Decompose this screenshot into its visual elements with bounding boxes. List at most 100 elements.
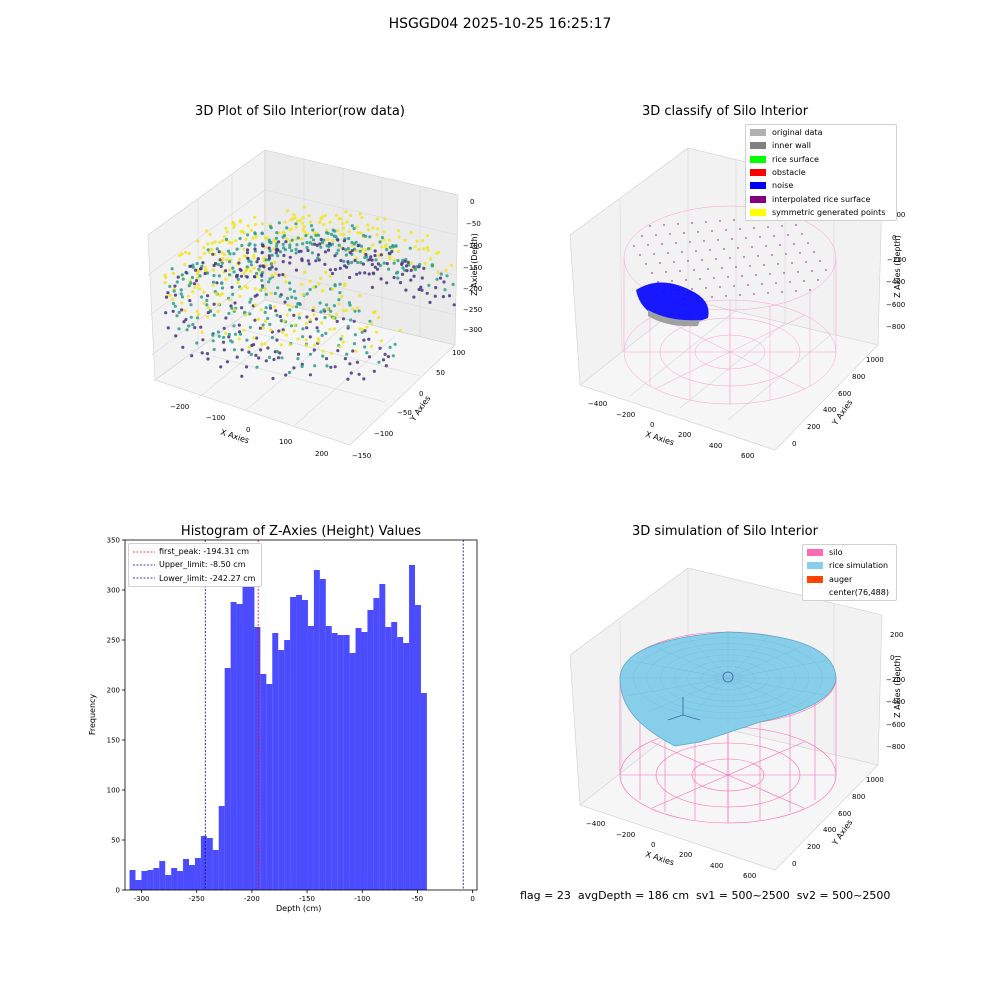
scatter-point (281, 273, 285, 277)
scatter-point (337, 217, 341, 221)
scatter-point (224, 331, 228, 335)
legend-swatch (750, 169, 766, 177)
scatter-point (248, 325, 252, 329)
scatter-point (310, 242, 314, 246)
histogram-bar (153, 868, 160, 890)
legend-entry: symmetric generated points (746, 206, 896, 219)
scatter-point (404, 288, 408, 292)
interpolated-point (805, 261, 807, 263)
scatter-point (316, 337, 320, 341)
raw-ytick: −150 (352, 452, 372, 460)
scatter-point (284, 373, 288, 377)
scatter-point (234, 239, 238, 243)
scatter-point (184, 270, 188, 274)
scatter-point (267, 254, 271, 258)
scatter-point (224, 237, 229, 241)
scatter-point (249, 263, 253, 267)
scatter-point (289, 324, 294, 328)
scatter-point (322, 308, 326, 312)
scatter-point (248, 312, 252, 316)
scatter-point (385, 248, 389, 252)
scatter-point (277, 273, 281, 277)
classify-xtick: 0 (650, 421, 655, 429)
interpolated-point (797, 271, 799, 273)
scatter-point (295, 243, 299, 247)
scatter-point (238, 236, 242, 241)
scatter-point (220, 261, 224, 265)
x-tick-label: -150 (299, 895, 315, 903)
scatter-point (187, 252, 191, 256)
scatter-point (323, 262, 327, 266)
classify-ztick: −800 (886, 323, 906, 331)
scatter-point (264, 359, 268, 363)
scatter-point (253, 275, 257, 279)
scatter-point (327, 307, 331, 311)
interpolated-point (685, 279, 687, 281)
scatter-point (187, 283, 191, 287)
interpolated-point (673, 261, 675, 263)
scatter-point (180, 252, 184, 256)
classify-ytick: 800 (852, 373, 866, 381)
scatter-point (170, 267, 174, 271)
scatter-point (238, 257, 242, 261)
scatter-point (274, 248, 278, 252)
scatter-point (293, 216, 297, 220)
scatter-point (346, 262, 351, 266)
scatter-point (300, 364, 304, 369)
scatter-point (211, 332, 215, 336)
interpolated-point (739, 228, 741, 230)
scatter-point (333, 229, 337, 233)
legend-entry: interpolated rice surface (746, 192, 896, 205)
scatter-point (271, 247, 275, 251)
legend-entry: Upper_limit: -8.50 cm (129, 558, 261, 571)
histogram-bar (189, 865, 195, 890)
scatter-point (200, 264, 204, 268)
histogram-bar (319, 579, 326, 890)
scatter-point (350, 249, 354, 253)
interpolated-point (819, 260, 821, 262)
surface-mesh-spoke (686, 677, 729, 721)
legend-swatch (750, 208, 766, 216)
scatter-point (282, 234, 287, 238)
surface-mesh-spoke (651, 677, 729, 711)
scatter-point (301, 327, 305, 331)
scatter-point (336, 238, 340, 242)
scatter-point (180, 273, 184, 277)
scatter-point (346, 246, 350, 251)
interpolated-point (725, 229, 727, 231)
surface-mesh-spoke (686, 635, 729, 679)
scatter-point (371, 271, 375, 275)
scatter-point (178, 253, 182, 257)
scatter-point (267, 238, 271, 242)
legend-label: original data (772, 128, 823, 138)
simulation-ytick: 600 (838, 810, 852, 818)
scatter-point (231, 292, 235, 296)
scatter-point (265, 236, 269, 240)
scatter-point (205, 298, 209, 302)
histogram-bar (200, 836, 207, 890)
scatter-point (232, 309, 236, 313)
scatter-point (296, 236, 300, 240)
scatter-point (322, 222, 326, 226)
scatter-point (260, 342, 264, 346)
scatter-point (328, 220, 332, 224)
scatter-point (349, 213, 353, 217)
scatter-point (396, 270, 400, 274)
legend-entry: rice simulation (803, 559, 896, 572)
interpolated-point (825, 269, 827, 271)
scatter-point (356, 260, 360, 265)
scatter-point (276, 286, 280, 290)
scatter-point (222, 335, 226, 339)
scatter-point (175, 314, 179, 318)
interpolated-point (733, 219, 735, 221)
scatter-point (422, 247, 426, 251)
scatter-point (238, 220, 242, 224)
scatter-point (337, 298, 341, 302)
scatter-point (196, 313, 201, 317)
scatter-point (375, 217, 379, 221)
scatter-point (177, 327, 181, 331)
scatter-point (376, 227, 380, 231)
scatter-point (397, 235, 401, 239)
classify-ytick: 600 (838, 390, 852, 398)
scatter-point (342, 309, 346, 313)
